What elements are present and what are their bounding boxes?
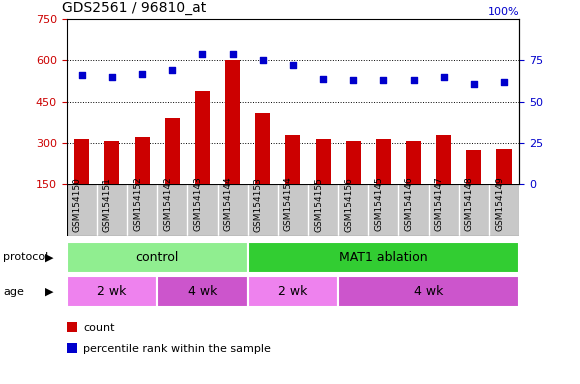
Bar <box>436 135 451 184</box>
Text: control: control <box>136 251 179 264</box>
Point <box>198 51 207 57</box>
Bar <box>104 141 119 184</box>
Text: ▶: ▶ <box>45 252 53 262</box>
Bar <box>338 276 519 307</box>
Bar <box>346 141 361 184</box>
Point <box>288 62 298 68</box>
Point <box>469 81 478 87</box>
Text: count: count <box>83 323 114 333</box>
Point <box>409 77 418 83</box>
Point <box>168 67 177 73</box>
Point <box>258 58 267 64</box>
Point <box>318 76 328 82</box>
Bar <box>67 276 157 307</box>
Bar <box>67 242 248 273</box>
Text: 2 wk: 2 wk <box>97 285 126 298</box>
Point <box>349 77 358 83</box>
Point <box>137 71 147 77</box>
Bar <box>157 276 248 307</box>
Text: 4 wk: 4 wk <box>188 285 217 298</box>
Bar <box>496 149 512 184</box>
Text: percentile rank within the sample: percentile rank within the sample <box>83 344 271 354</box>
Bar <box>74 139 89 184</box>
Point <box>379 77 388 83</box>
Point <box>439 74 448 80</box>
Text: ▶: ▶ <box>45 287 53 297</box>
Bar <box>285 135 300 184</box>
Bar <box>135 137 150 184</box>
Point <box>228 51 237 57</box>
Text: 100%: 100% <box>487 7 519 17</box>
Text: GDS2561 / 96810_at: GDS2561 / 96810_at <box>62 2 206 15</box>
Bar <box>376 139 391 184</box>
Bar <box>225 61 240 184</box>
Text: 2 wk: 2 wk <box>278 285 307 298</box>
Text: 4 wk: 4 wk <box>414 285 443 298</box>
Bar <box>248 276 338 307</box>
Point <box>77 72 86 78</box>
Text: age: age <box>3 287 24 297</box>
Bar <box>248 242 519 273</box>
Point <box>107 74 117 80</box>
Text: protocol: protocol <box>3 252 48 262</box>
Text: MAT1 ablation: MAT1 ablation <box>339 251 427 264</box>
Bar <box>406 141 421 184</box>
Bar <box>195 91 210 184</box>
Bar <box>316 139 331 184</box>
Point <box>499 79 509 85</box>
Bar <box>255 113 270 184</box>
Bar <box>165 118 180 184</box>
Bar <box>466 150 481 184</box>
